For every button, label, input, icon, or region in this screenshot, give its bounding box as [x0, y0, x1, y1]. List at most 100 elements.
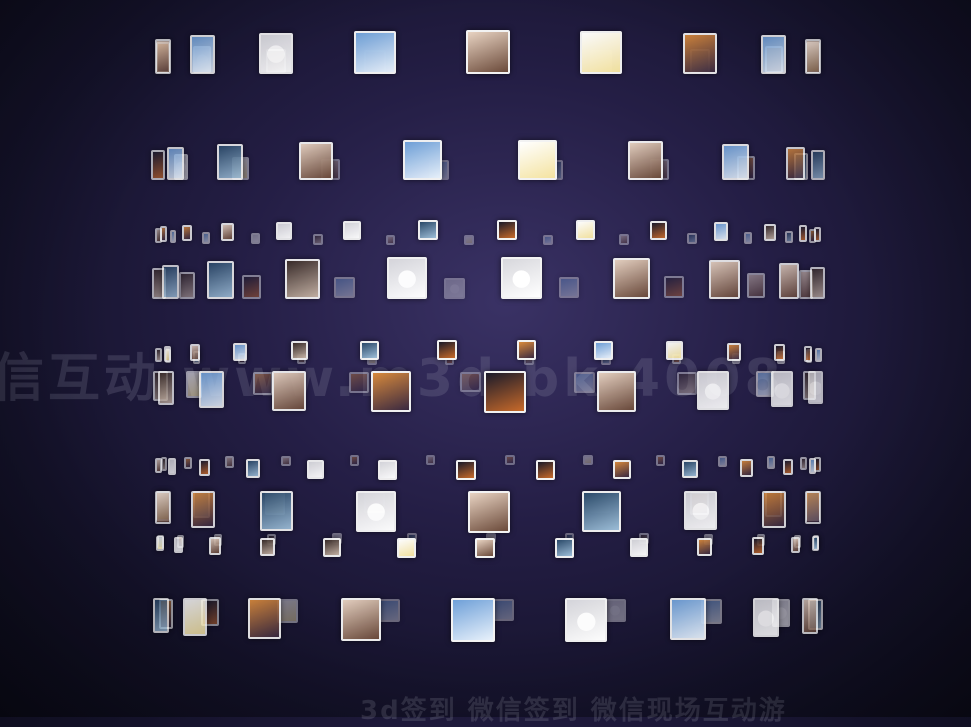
avatar-icon: ●	[773, 377, 791, 402]
photo-tile	[163, 345, 172, 362]
photo-tile	[221, 223, 235, 241]
photo-tile	[484, 371, 526, 413]
photo-tile	[681, 459, 698, 479]
avatar-icon: ●	[396, 264, 418, 291]
photo-tile: ●	[770, 371, 794, 408]
photo-tile	[810, 149, 825, 180]
photo-tile	[152, 598, 169, 633]
photo-tile	[663, 275, 684, 299]
photo-tile	[805, 491, 821, 525]
photo-tile	[682, 32, 718, 74]
photo-tile	[809, 266, 825, 299]
photo-tile	[785, 230, 793, 244]
photo-tile	[225, 456, 234, 468]
photo-tile	[751, 537, 765, 555]
photo-tile: ●	[684, 491, 718, 531]
photo-tile	[743, 232, 753, 244]
photo-tile	[437, 340, 457, 360]
photo-tile	[456, 460, 476, 480]
photo-tile	[460, 371, 482, 393]
photo-tile	[676, 371, 697, 395]
photo-tile	[612, 459, 631, 480]
avatar-icon: ●	[366, 498, 387, 525]
photo-tile	[154, 38, 172, 74]
photo-tile	[198, 371, 224, 409]
photo-tile	[307, 459, 325, 479]
caption-text: 3d签到 微信签到 微信现场互动游	[360, 696, 787, 726]
photo-tile	[354, 30, 396, 74]
photo-tile	[718, 455, 728, 468]
photo-tile	[154, 347, 162, 363]
photo-tile	[582, 491, 622, 533]
photo-tile	[260, 491, 294, 531]
photo-tile	[371, 371, 412, 413]
photo-tile	[216, 143, 244, 180]
photo-tile	[813, 227, 821, 243]
photo-tile	[159, 226, 167, 242]
photo-tile	[207, 261, 234, 299]
photo-tile	[574, 371, 595, 393]
photo-tile	[783, 458, 794, 476]
photo-tile	[396, 538, 416, 558]
photo-tile	[189, 344, 201, 362]
photo-tile	[727, 342, 741, 361]
photo-tile	[313, 234, 323, 245]
photo-tile: ●	[697, 371, 729, 411]
photo-tile	[323, 537, 341, 557]
photo-tile	[761, 35, 787, 74]
photo-tile	[762, 491, 787, 528]
photo-tile: ●	[565, 598, 608, 642]
photo-tile	[259, 537, 275, 556]
photo-tile	[242, 274, 261, 299]
photo-tile	[798, 225, 807, 242]
photo-tile	[183, 598, 207, 637]
photo-tile	[492, 599, 515, 621]
photo-tile: ●	[604, 599, 626, 622]
photo-tile	[181, 224, 192, 242]
photo-tile	[466, 30, 510, 74]
photo-tile	[804, 38, 822, 74]
photo-tile: ●	[258, 32, 294, 74]
photo-tile	[468, 491, 510, 533]
photo-tile	[697, 537, 713, 557]
photo-tile	[778, 263, 800, 299]
avatar-icon: ●	[703, 378, 723, 403]
photo-tile	[276, 221, 292, 241]
photo-tile	[233, 342, 247, 361]
photo-tile	[786, 146, 805, 180]
avatar-icon: ●	[265, 39, 286, 66]
avatar-icon: ●	[449, 281, 460, 295]
photo-tile	[168, 458, 177, 475]
avatar-icon: ●	[756, 605, 776, 630]
photo-tile: ●	[807, 371, 824, 404]
avatar-icon: ●	[575, 605, 597, 634]
photo-tile	[154, 457, 163, 473]
photo-tile	[739, 459, 754, 477]
photo-tile	[814, 347, 822, 363]
photo-tile: ●	[752, 598, 780, 638]
photo-tile	[151, 150, 166, 180]
photo-tile	[378, 599, 401, 622]
photo-tile	[709, 260, 740, 299]
photo-tile	[767, 456, 776, 469]
photo-tile	[155, 491, 172, 525]
photo-tile	[713, 222, 729, 241]
photo-tile	[764, 223, 776, 242]
photo-tile	[774, 344, 785, 362]
photo-tile	[628, 141, 664, 180]
photo-tile	[166, 147, 184, 180]
photo-tile	[655, 455, 666, 466]
photo-tile	[348, 371, 370, 394]
photo-tile	[721, 143, 750, 180]
photo-tile	[666, 341, 683, 361]
photo-tile	[403, 140, 443, 180]
avatar-icon: ●	[691, 497, 711, 523]
photo-tile	[201, 231, 210, 244]
avatar-icon: ●	[511, 264, 532, 291]
photo-tile	[597, 371, 637, 413]
photo-tile	[791, 536, 801, 554]
photo-tile	[580, 30, 622, 74]
photo-tile	[425, 455, 436, 466]
photo-tile: ●	[500, 257, 543, 299]
